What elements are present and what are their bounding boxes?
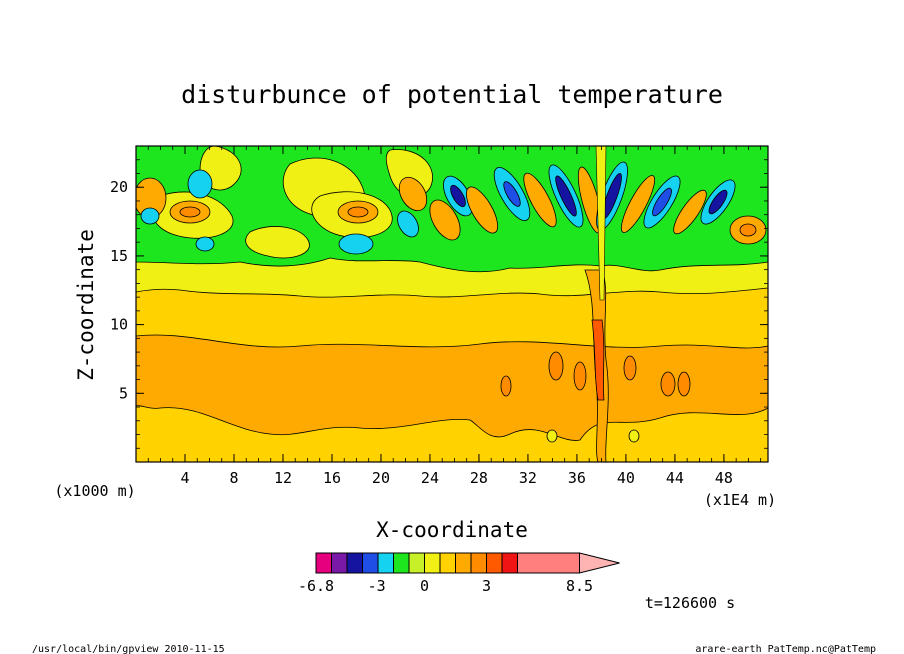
colorbar-cell (439, 552, 456, 574)
y-axis-label: Z-coordinate (74, 229, 98, 381)
x-tick-label: 40 (617, 469, 635, 487)
x-tick-label: 4 (180, 469, 189, 487)
footer-left: /usr/local/bin/gpview 2010-11-15 (32, 644, 225, 654)
region-warm-core (677, 371, 691, 397)
x-unit-right: (x1E4 m) (704, 491, 776, 509)
colorbar-cell (315, 552, 332, 574)
x-axis: 4 8 12 16 20 24 28 32 36 40 44 48 (147, 146, 762, 487)
colorbar-cell (470, 552, 487, 574)
region-central-column (595, 146, 607, 301)
region-warm-cell (398, 176, 428, 212)
x-unit-left: (x1000 m) (54, 482, 135, 500)
region-warm-core (347, 206, 369, 218)
region-cold-core (708, 189, 728, 215)
colorbar-cell (424, 552, 441, 574)
colorbar-label: 8.5 (566, 577, 593, 595)
footer-right: arare-earth_PatTemp.nc@PatTemp (695, 644, 876, 654)
x-tick-label: 20 (372, 469, 390, 487)
region-warm-core (573, 361, 587, 391)
region-warm-core (739, 223, 757, 237)
x-tick-label: 28 (470, 469, 488, 487)
x-tick-label: 48 (715, 469, 733, 487)
x-tick-label: 36 (568, 469, 586, 487)
region-central-core (591, 319, 605, 401)
colorbar-cell (393, 552, 410, 574)
colorbar-cell (455, 552, 472, 574)
y-tick-label: 15 (110, 247, 128, 265)
region-warm-cell (620, 175, 656, 233)
x-tick-label: 24 (421, 469, 439, 487)
plot-frame (135, 145, 769, 463)
colorbar-extension (579, 552, 620, 574)
region-cool-cell (140, 207, 160, 225)
colorbar-cell (362, 552, 379, 574)
region-warm-core (548, 351, 564, 381)
colorbar-cell (408, 552, 425, 574)
region-cold-core (450, 184, 466, 208)
colorbar-label: -6.8 (298, 577, 334, 595)
region-cool-cell (195, 236, 215, 252)
region-yellow-blob (546, 429, 558, 443)
region-warm-cell (673, 189, 707, 235)
region-cold-core (503, 181, 521, 207)
x-tick-label: 12 (274, 469, 292, 487)
region-cool-cell (187, 169, 213, 199)
region-cool-cell (338, 233, 374, 255)
colorbar-cell (331, 552, 348, 574)
x-tick-label: 16 (323, 469, 341, 487)
time-label: t=126600 s (645, 594, 735, 612)
region-cool-cell (397, 210, 419, 238)
region-yellow-blob (628, 429, 640, 443)
y-tick-label: 10 (110, 316, 128, 334)
region-yellow-blob (245, 226, 310, 259)
colorbar-cell (346, 552, 363, 574)
colorbar-label: 3 (482, 577, 491, 595)
x-tick-label: 8 (229, 469, 238, 487)
colorbar-cell (486, 552, 503, 574)
y-axis: 5 10 15 20 (110, 159, 768, 449)
region-warm-core (660, 371, 676, 397)
colorbar (315, 552, 620, 574)
region-warm-cell (465, 186, 499, 234)
contour-field (136, 146, 768, 462)
chart-title: disturbunce of potential temperature (181, 80, 723, 109)
x-tick-label: 44 (666, 469, 684, 487)
colorbar-label: 0 (420, 577, 429, 595)
colorbar-cell (501, 552, 518, 574)
colorbar-cell (517, 552, 580, 574)
region-warm-core (179, 206, 201, 218)
region-warm-cell (523, 172, 557, 228)
region-warm-cell (429, 199, 461, 241)
region-warm-core (623, 355, 637, 381)
x-tick-label: 32 (519, 469, 537, 487)
x-axis-label: X-coordinate (376, 518, 528, 542)
region-cold-core (652, 187, 672, 217)
colorbar-labels: -6.8 -3 0 3 8.5 (298, 577, 593, 595)
region-cold-core (555, 175, 577, 217)
region-warm-core (500, 375, 512, 397)
y-tick-label: 5 (119, 384, 128, 402)
region-orange-band (136, 334, 768, 441)
y-tick-label: 20 (110, 178, 128, 196)
colorbar-cell (377, 552, 394, 574)
colorbar-label: -3 (368, 577, 386, 595)
